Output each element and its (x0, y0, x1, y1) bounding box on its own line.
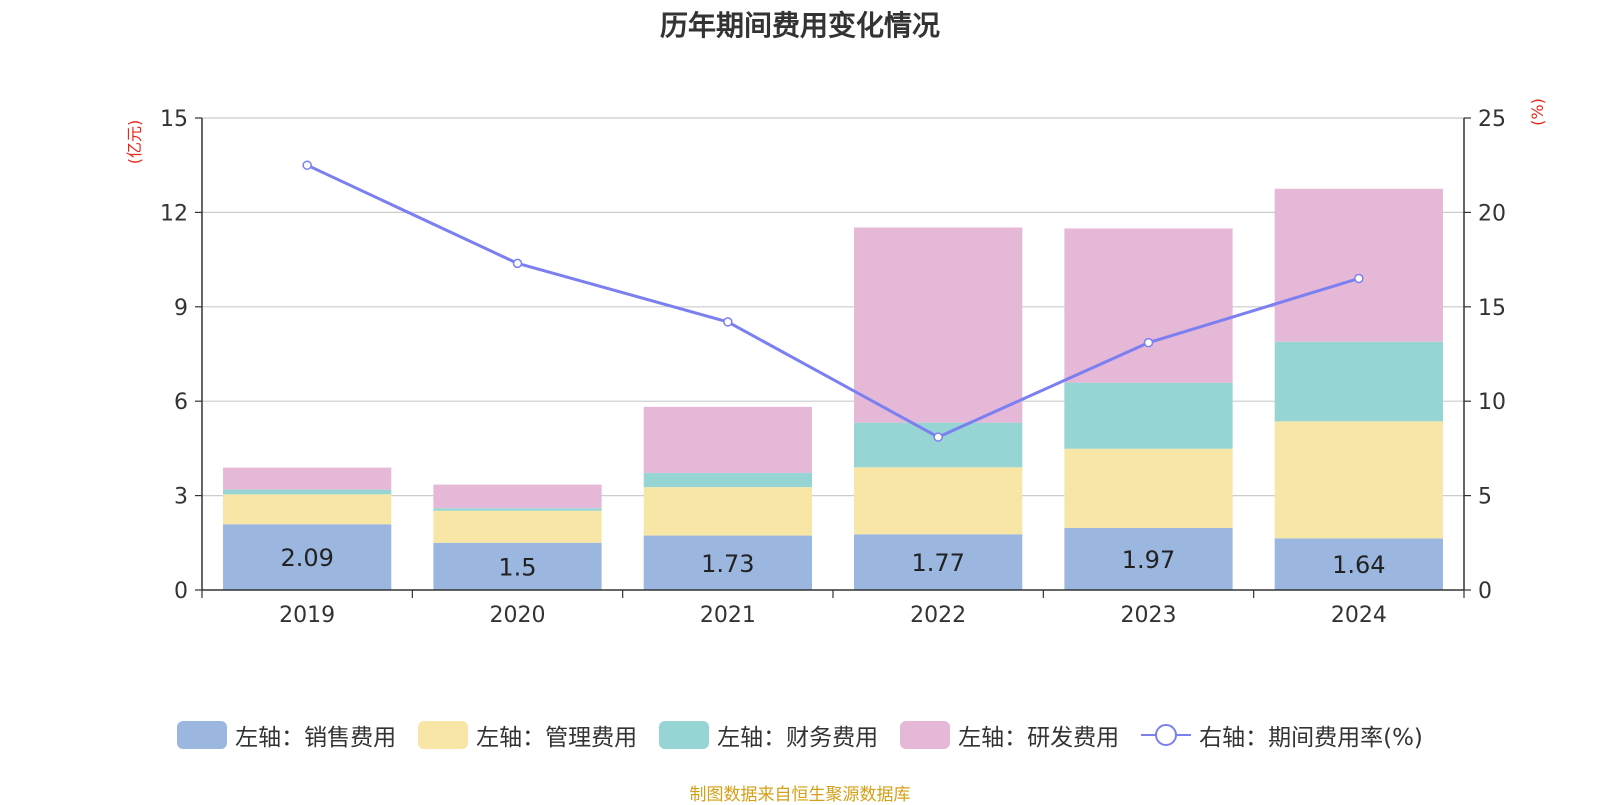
x-axis-tick-label: 2024 (1331, 603, 1387, 628)
right-axis-tick-label: 10 (1478, 390, 1506, 415)
legend-label: 左轴：财务费用 (717, 725, 879, 751)
legend-item[interactable]: 左轴：管理费用 (418, 718, 637, 752)
bar-admin-2021 (643, 487, 812, 536)
bar-sales-2024 (1274, 538, 1443, 590)
bar-finance-2020 (433, 508, 602, 511)
left-axis-tick-label: 3 (174, 485, 188, 510)
x-axis-tick-label: 2019 (279, 603, 335, 628)
legend: 左轴：销售费用 左轴：管理费用 左轴：财务费用 左轴：研发费用 右轴：期间费用率(%) (0, 718, 1600, 752)
right-axis-tick-label: 15 (1478, 296, 1506, 321)
bar-rd-2021 (643, 406, 812, 473)
right-axis-tick-label: 5 (1478, 485, 1492, 510)
bar-data-label: 1.64 (1332, 551, 1385, 579)
legend-label: 左轴：销售费用 (235, 725, 397, 751)
legend-color-swatch (659, 721, 710, 749)
left-axis-tick-label: 9 (174, 296, 188, 321)
legend-line-marker-icon (1141, 721, 1192, 749)
legend-item[interactable]: 右轴：期间费用率(%) (1141, 718, 1423, 752)
bar-data-label: 1.73 (701, 550, 754, 578)
bar-rd-2023 (1064, 228, 1233, 383)
bar-finance-2022 (854, 422, 1023, 468)
bar-admin-2022 (854, 467, 1023, 535)
legend-item[interactable]: 左轴：销售费用 (177, 718, 396, 752)
x-axis-tick-label: 2021 (700, 603, 756, 628)
legend-label: 左轴：管理费用 (476, 725, 638, 751)
bar-admin-2024 (1274, 421, 1443, 539)
x-axis-tick-label: 2020 (490, 603, 546, 628)
data-source-footer: 制图数据来自恒生聚源数据库 (689, 785, 911, 805)
chart-title: 历年期间费用变化情况 (659, 9, 940, 42)
legend-label: 左轴：研发费用 (958, 725, 1120, 751)
bar-admin-2019 (223, 494, 392, 525)
rate-line-point (302, 160, 312, 170)
rate-line-point (1354, 273, 1364, 284)
bar-sales-2023 (1064, 528, 1233, 590)
bar-data-label: 2.09 (280, 544, 333, 572)
right-axis-tick-label: 20 (1478, 201, 1506, 226)
bar-sales-2021 (643, 535, 812, 590)
rate-line-point (512, 258, 523, 269)
x-axis-tick-label: 2022 (910, 603, 966, 628)
bar-finance-2023 (1064, 382, 1233, 449)
bar-sales-2019 (223, 524, 392, 590)
rate-line-point (723, 317, 733, 327)
bar-data-label: 1.77 (911, 549, 964, 577)
rate-line-point (1143, 337, 1154, 348)
bar-rd-2024 (1274, 188, 1443, 342)
left-axis-tick-label: 12 (160, 201, 188, 226)
bar-sales-2022 (854, 534, 1023, 590)
x-axis-tick-label: 2023 (1121, 603, 1177, 628)
right-axis-tick-label: 0 (1478, 579, 1492, 604)
left-axis-tick-label: 6 (174, 390, 188, 415)
bar-admin-2023 (1064, 448, 1233, 529)
left-axis-tick-label: 0 (174, 579, 188, 604)
legend-label: 右轴：期间费用率(%) (1199, 725, 1423, 751)
legend-item[interactable]: 左轴：研发费用 (900, 718, 1119, 752)
legend-color-swatch (900, 721, 951, 749)
rate-line (306, 163, 1360, 439)
bar-finance-2024 (1274, 341, 1443, 422)
right-axis-unit-label: (%) (1528, 98, 1547, 126)
rate-line-point (933, 432, 943, 442)
bar-rd-2020 (433, 484, 602, 509)
right-axis-tick-label: 25 (1478, 107, 1506, 132)
legend-color-swatch (418, 721, 469, 749)
bar-finance-2021 (643, 472, 812, 488)
bar-data-label: 1.5 (498, 553, 536, 581)
legend-color-swatch (177, 721, 228, 749)
bar-data-label: 1.97 (1122, 546, 1175, 574)
bar-admin-2020 (433, 510, 602, 543)
bar-sales-2020 (433, 542, 602, 590)
left-axis-unit-label: (亿元) (125, 120, 144, 165)
left-axis-tick-label: 15 (160, 107, 188, 132)
legend-item[interactable]: 左轴：财务费用 (659, 718, 878, 752)
bar-finance-2019 (223, 489, 392, 495)
bar-rd-2022 (854, 227, 1023, 423)
bar-rd-2019 (223, 467, 392, 490)
